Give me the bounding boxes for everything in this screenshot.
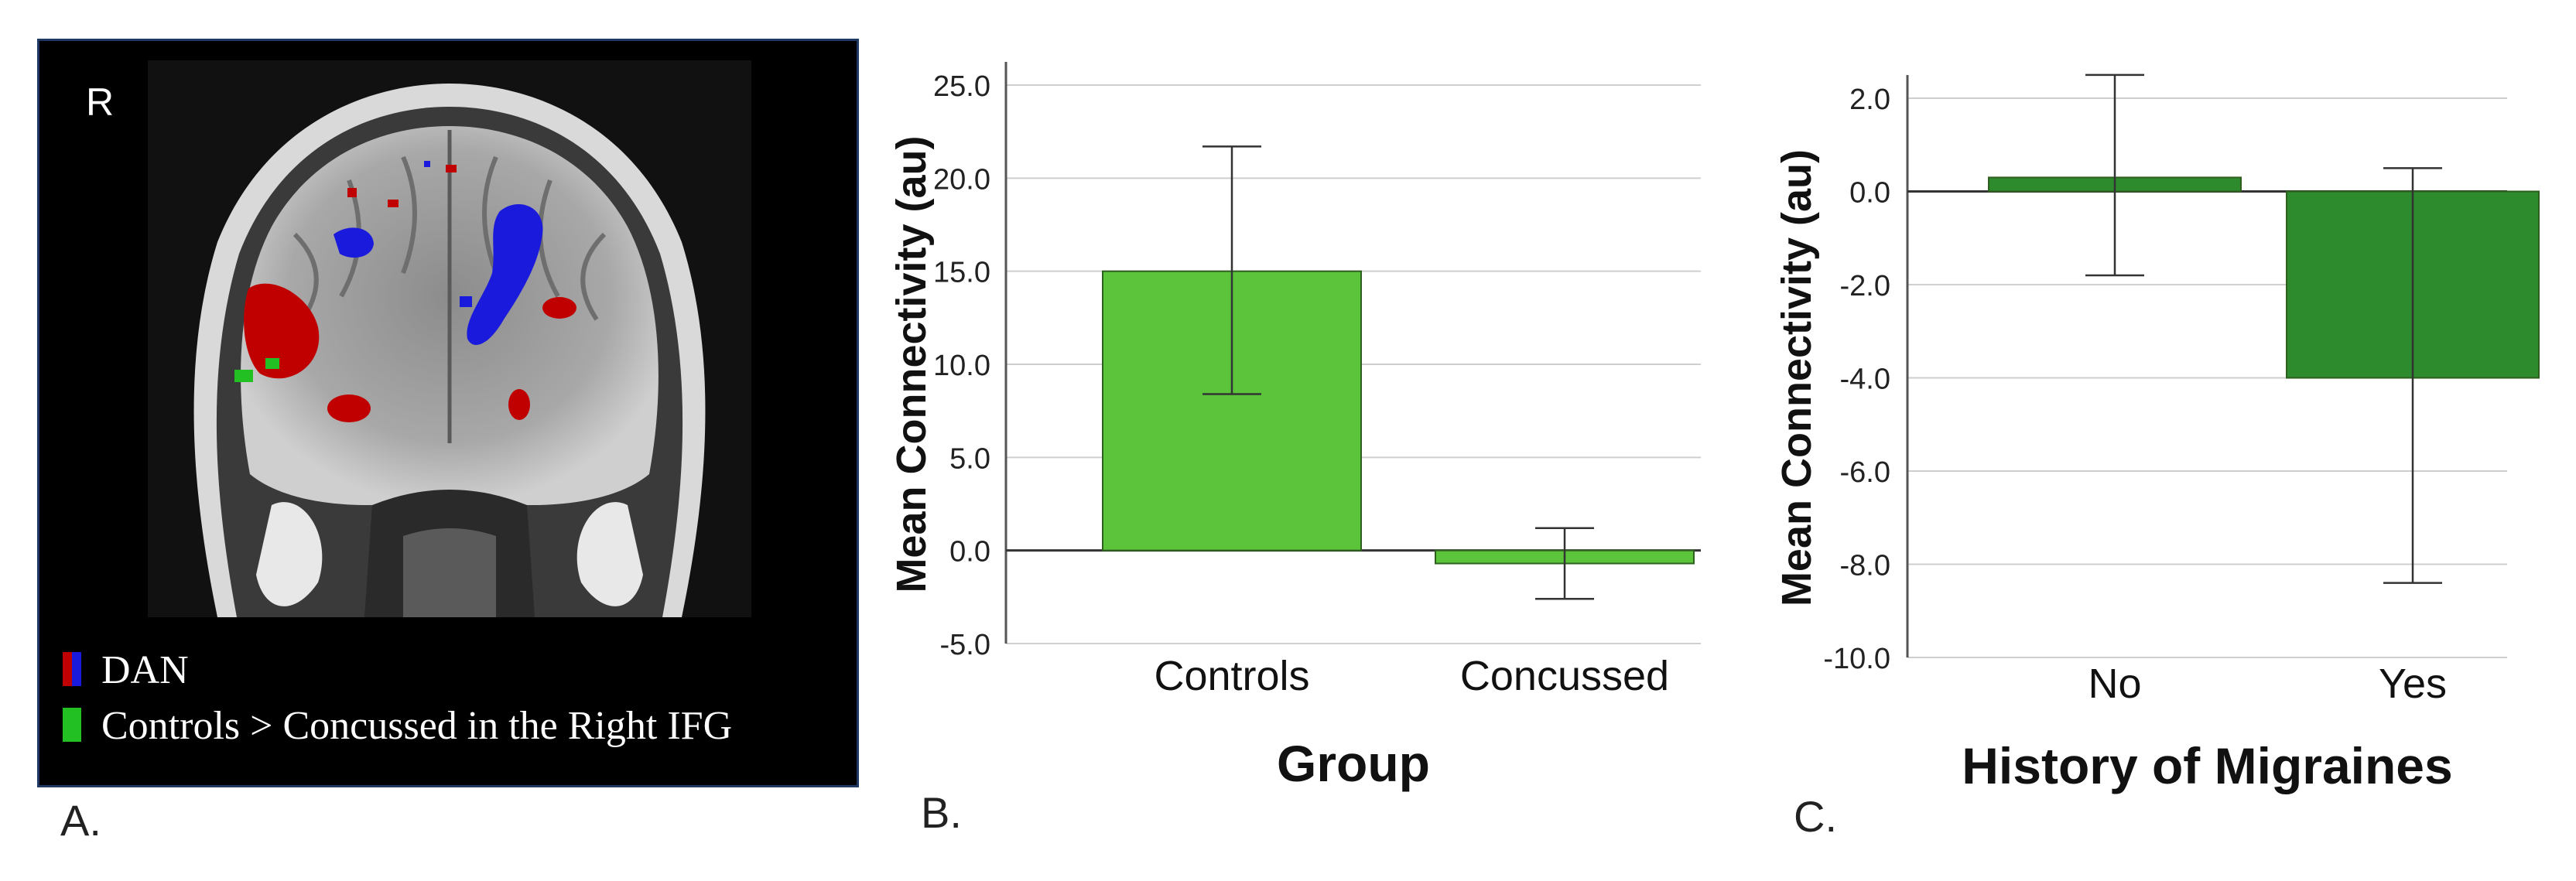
chart-c-ytick-label: -2.0: [1840, 270, 1890, 302]
chart-c-category-label: No: [2088, 661, 2141, 707]
chart-b-ytick-label: 15.0: [933, 257, 990, 289]
dan-swatch-blue: [72, 652, 81, 686]
chart-c-xlabel: History of Migraines: [1962, 737, 2452, 794]
legend-ifg-label: Controls > Concussed in the Right IFG: [101, 704, 733, 748]
chart-b-category-label: Controls: [1154, 653, 1309, 699]
chart-b-ytick-label: 0.0: [949, 536, 990, 569]
dan-cluster-right: [467, 204, 543, 345]
chart-b-ylabel: Mean Connectivity (au): [888, 135, 935, 592]
chart-b-ytick-label: 20.0: [933, 163, 990, 196]
ifg-cluster: [234, 370, 253, 382]
chart-b-ytick-label: 5.0: [949, 442, 990, 475]
dan-cluster-left: [244, 283, 320, 379]
panel-label-b: B.: [921, 788, 962, 837]
chart-c-ylabel: Mean Connectivity (au): [1774, 149, 1820, 606]
chart-b-ytick-label: -5.0: [940, 629, 990, 661]
chart-c-ytick-label: -8.0: [1840, 550, 1890, 582]
chart-c-ytick-label: -6.0: [1840, 456, 1890, 489]
legend-dan-label: DAN: [101, 648, 189, 692]
chart-c-category-label: Yes: [2379, 661, 2447, 707]
chart-c-ytick-label: 2.0: [1849, 84, 1890, 116]
brain-scan-image: [63, 60, 751, 742]
chart-b-ytick-label: 25.0: [933, 70, 990, 103]
chart-c-ytick-label: -10.0: [1823, 643, 1890, 675]
orientation-marker: R: [86, 80, 115, 124]
panel-label-a: A.: [60, 796, 101, 845]
dan-swatch-red: [63, 652, 72, 686]
chart-c-ytick-label: -4.0: [1840, 364, 1890, 396]
brain-image-panel: R DAN Controls > Concussed in the Right …: [37, 39, 859, 787]
panel-label-c: C.: [1794, 792, 1837, 841]
chart-b-ytick-label: 10.0: [933, 350, 990, 382]
chart-b-xlabel: Group: [1277, 735, 1430, 792]
chart-c-ytick-label: 0.0: [1849, 177, 1890, 210]
ifg-swatch-green: [63, 708, 81, 742]
chart-b-category-label: Concussed: [1460, 653, 1669, 699]
